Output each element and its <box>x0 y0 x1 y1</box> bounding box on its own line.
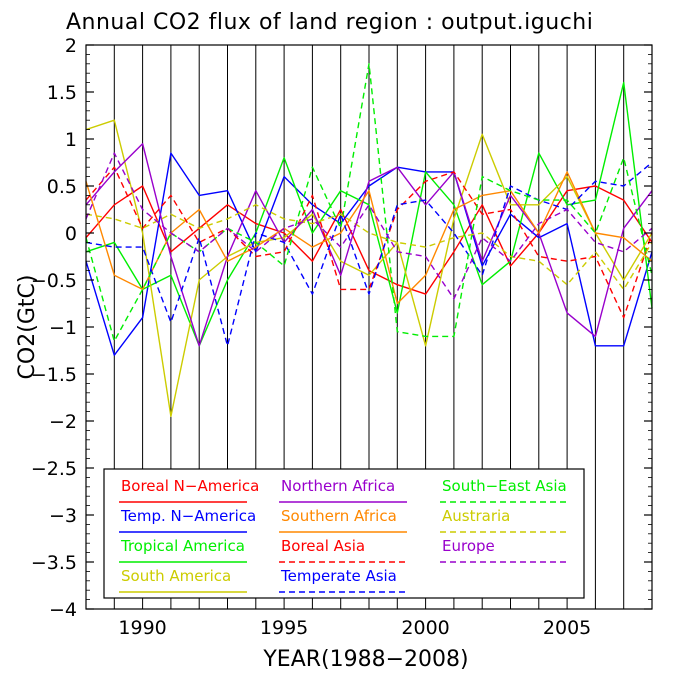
series-line-5 <box>85 171 653 305</box>
y-tick-label: −3.5 <box>31 552 77 574</box>
y-tick-label: −0.5 <box>31 270 77 292</box>
x-tick-label: 1990 <box>118 617 166 639</box>
series-line-7 <box>85 161 653 347</box>
series-line-10 <box>85 152 653 300</box>
y-tick-label: 1.5 <box>47 82 77 104</box>
x-tick-label: 2000 <box>401 617 449 639</box>
legend-label: Tropical America <box>120 537 245 555</box>
y-axis-label: CO2(GtC) <box>15 275 40 380</box>
chart-title: Annual CO2 flux of land region : output.… <box>66 10 593 35</box>
x-tick-label: 1995 <box>260 617 308 639</box>
legend-label: Europe <box>442 537 495 555</box>
y-tick-label: −4 <box>49 599 77 621</box>
legend-label: Temp. N−America <box>120 507 256 525</box>
legend-label: Temperate Asia <box>280 567 397 585</box>
x-tick-label: 2005 <box>543 617 591 639</box>
y-tick-label: −2.5 <box>31 458 77 480</box>
series-line-6 <box>85 166 653 319</box>
series-lines <box>85 63 653 417</box>
legend-box <box>103 468 585 599</box>
axes: 2 1.5 1 0.5 0 −0.5 −1 −1.5 −2 −2.5 −3 −3.5 −4 1990 199… <box>31 35 653 639</box>
legend: Boreal N−America Temp. N−America Tropical … <box>103 468 585 599</box>
y-tick-label: 1 <box>65 129 77 151</box>
series-line-1 <box>85 152 653 356</box>
legend-label: South America <box>121 567 231 585</box>
y-tick-label: 0 <box>65 223 77 245</box>
legend-label: Austraria <box>442 507 510 525</box>
legend-label: Boreal N−America <box>121 477 259 495</box>
legend-label: Northern Africa <box>281 477 395 495</box>
y-tick-label: 2 <box>65 35 77 57</box>
y-tick-label: −2 <box>49 411 77 433</box>
legend-label: Boreal Asia <box>281 537 365 555</box>
series-line-9 <box>85 204 653 291</box>
y-tick-label: −1.5 <box>31 364 77 386</box>
series-line-4 <box>85 142 653 347</box>
legend-label: Southern Africa <box>281 507 397 525</box>
y-tick-label: −3 <box>49 505 77 527</box>
legend-label: South−East Asia <box>442 477 567 495</box>
x-axis-label: YEAR(1988−2008) <box>262 647 468 672</box>
series-line-0 <box>85 185 653 295</box>
series-line-2 <box>85 81 653 347</box>
series-line-3 <box>85 119 653 417</box>
y-tick-label: 0.5 <box>47 176 77 198</box>
y-tick-label: −1 <box>49 317 77 339</box>
